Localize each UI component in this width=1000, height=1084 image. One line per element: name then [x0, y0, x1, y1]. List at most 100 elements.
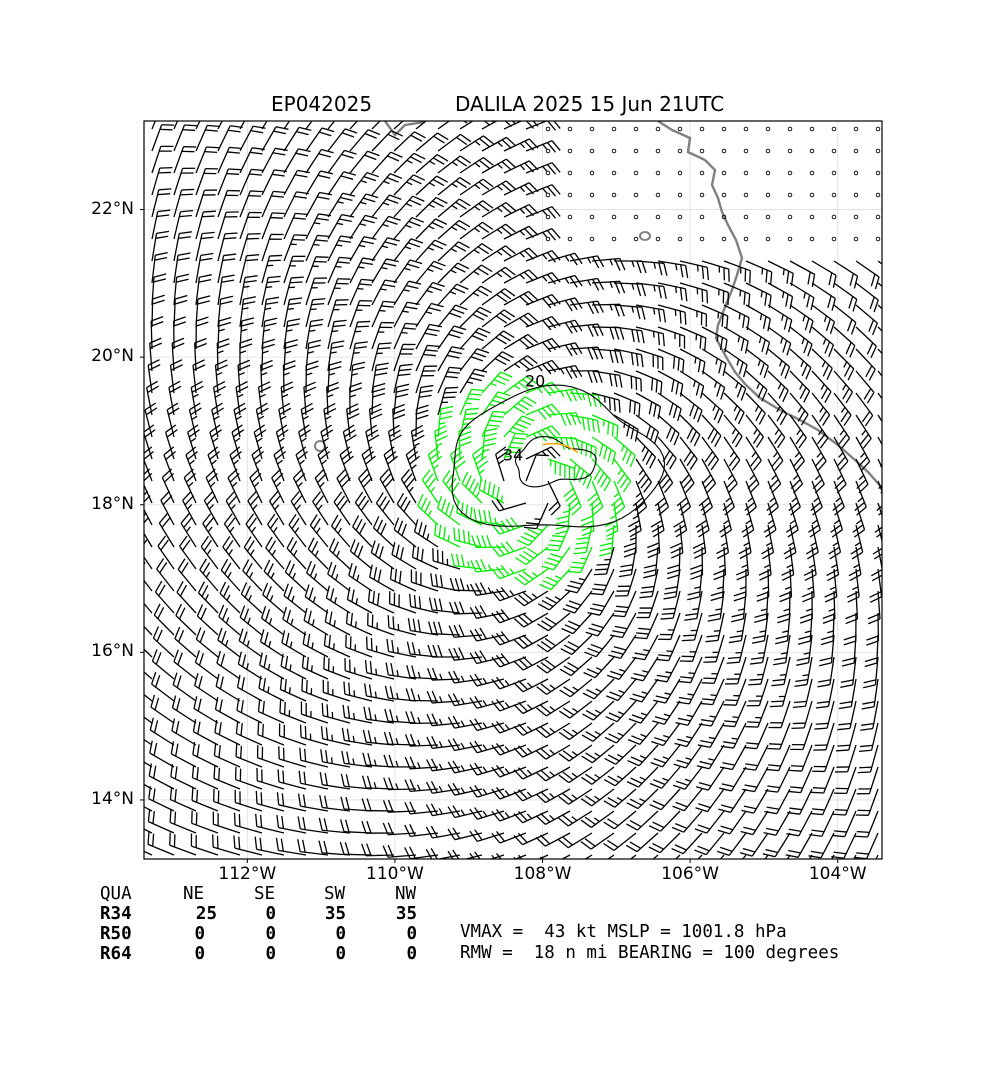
wind-barb [218, 254, 236, 283]
wind-barb [384, 732, 416, 745]
calm-dot [854, 193, 858, 197]
wind-barb [570, 459, 592, 489]
wind-barb [878, 327, 898, 358]
calm-dot [546, 193, 550, 197]
wind-barb [680, 283, 707, 303]
wind-barb [479, 477, 504, 503]
calm-dot [612, 149, 616, 153]
wind-barb [661, 591, 680, 619]
wind-barb [172, 696, 196, 723]
wind-barb [284, 149, 311, 173]
calm-dot [832, 193, 836, 197]
wind-barb [631, 657, 658, 681]
wind-barb [590, 569, 614, 595]
wind-barb [636, 371, 662, 394]
wind-barb [310, 515, 328, 547]
calm-dot [744, 171, 748, 175]
wind-barb [526, 317, 560, 330]
wind-barb [858, 745, 878, 773]
wind-barb [282, 630, 306, 657]
wind-barb [853, 503, 865, 537]
wind-barb [748, 657, 768, 685]
wind-barb [416, 405, 429, 437]
calm-dot [678, 237, 682, 241]
calm-dot [722, 237, 726, 241]
wind-barb [174, 189, 194, 217]
wind-barb [775, 613, 790, 644]
calm-dot [546, 171, 550, 175]
wind-barb [334, 492, 350, 525]
wind-barb [747, 679, 768, 706]
wind-barb [394, 323, 418, 349]
wind-barb [658, 613, 680, 639]
wind-barb [594, 547, 614, 575]
wind-barb [792, 701, 812, 728]
wind-barb [213, 812, 240, 833]
lon-tick-label: 110°W [366, 864, 424, 884]
wind-barb [702, 283, 728, 305]
calm-dot [634, 193, 638, 197]
wind-barb [705, 613, 724, 642]
calm-dot [744, 237, 748, 241]
wind-barb [236, 767, 262, 789]
wind-barb [741, 789, 768, 813]
wind-barb [663, 569, 680, 599]
calm-dot [854, 149, 858, 153]
wind-barb [332, 515, 350, 547]
wind-barb [526, 141, 560, 153]
lat-tick-label: 20°N [91, 346, 134, 366]
wind-barb [745, 701, 768, 727]
wind-barb [416, 386, 433, 415]
wind-barb [284, 277, 304, 305]
calm-dot [678, 215, 682, 219]
wind-barb [384, 778, 416, 790]
wind-barb [658, 305, 686, 325]
calm-dot [590, 237, 594, 241]
calm-dot [568, 193, 572, 197]
wind-barb [350, 301, 372, 327]
r34-label: R34 [100, 904, 132, 924]
wind-barb [651, 503, 664, 537]
r50-nw: 0 [406, 924, 417, 944]
wind-barb [394, 281, 421, 305]
r50-sw: 0 [335, 924, 346, 944]
wind-barb [150, 718, 174, 745]
wind-barb [856, 789, 878, 815]
wind-barb [262, 105, 289, 129]
calm-dot [766, 171, 770, 175]
calm-dot [678, 171, 682, 175]
wind-barb [724, 437, 740, 470]
calm-dot [612, 237, 616, 241]
wind-barb [680, 635, 702, 661]
wind-barb [675, 723, 702, 747]
calm-dot [788, 193, 792, 197]
wind-barb [313, 492, 328, 525]
wind-barb [708, 591, 724, 621]
calm-dot [832, 149, 836, 153]
calm-dot [810, 127, 814, 131]
wind-barb [151, 317, 163, 349]
wind-barb [284, 340, 298, 371]
wind-barb [740, 833, 768, 856]
wind-barb [284, 256, 305, 283]
wind-barb [152, 146, 173, 173]
calm-dot [700, 215, 704, 219]
lon-tick-label: 106°W [661, 864, 719, 884]
wind-barb [581, 503, 594, 536]
wind-barb [764, 811, 790, 835]
wind-barb [191, 833, 218, 855]
wind-barb [878, 349, 897, 381]
wind-barb [741, 811, 768, 835]
wind-barb [526, 185, 560, 197]
wind-barb [386, 662, 416, 679]
wind-barb [813, 723, 834, 750]
lat-tick-label: 18°N [91, 494, 134, 514]
wind-barb [128, 740, 152, 767]
wind-barb [471, 583, 504, 596]
wind-barb [526, 163, 560, 175]
wind-barb [144, 425, 156, 459]
calm-dot [700, 193, 704, 197]
wind-barb [218, 233, 238, 261]
wind-barb [834, 459, 846, 493]
wind-barb [196, 211, 216, 239]
